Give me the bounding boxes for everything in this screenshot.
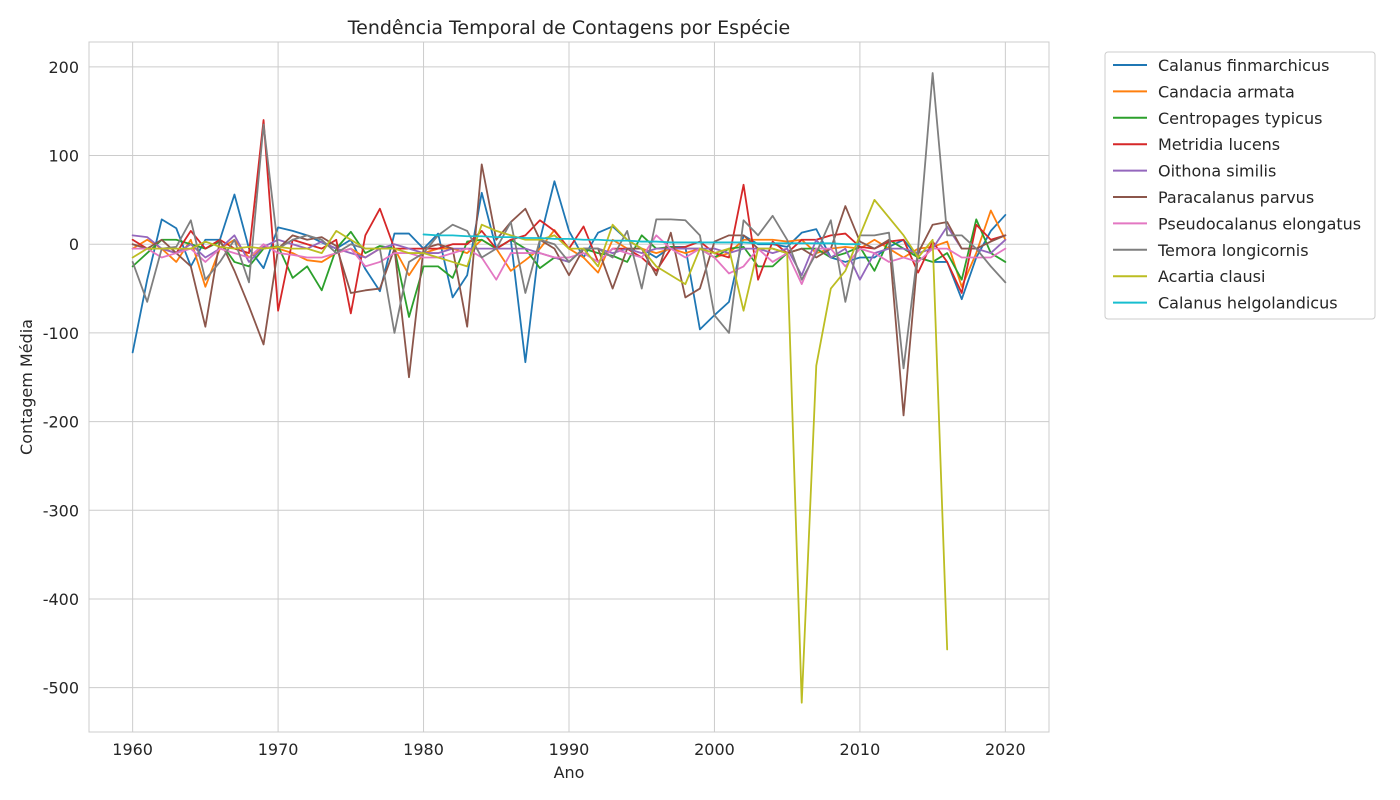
legend-label: Calanus helgolandicus	[1158, 294, 1338, 313]
legend-label: Pseudocalanus elongatus	[1158, 214, 1361, 233]
x-tick-label: 1970	[258, 740, 299, 759]
y-tick-label: -200	[43, 413, 79, 432]
plot-area-frame	[88, 41, 1050, 733]
x-tick-label: 1990	[549, 740, 590, 759]
x-tick-label: 1960	[112, 740, 153, 759]
y-tick-label: 100	[48, 147, 79, 166]
legend: Calanus finmarchicus Candacia armata Centr…	[1104, 51, 1376, 320]
y-tick-label: -500	[43, 679, 79, 698]
legend-label: Oithona similis	[1158, 162, 1276, 181]
x-tick-label: 2000	[694, 740, 735, 759]
legend-label: Calanus finmarchicus	[1158, 56, 1329, 75]
legend-label: Acartia clausi	[1158, 267, 1265, 286]
tick-labels: 1960 1970 1980 1990 2000 2010 2020 200 100 0 -100 -…	[43, 58, 1026, 759]
y-tick-label: -100	[43, 324, 79, 343]
series-line-9	[131, 198, 949, 704]
series-line-7	[131, 234, 1007, 286]
y-tick-label: 0	[69, 235, 79, 254]
chart-title: Tendência Temporal de Contagens por Espé…	[347, 17, 791, 39]
legend-frame	[1104, 51, 1376, 320]
series-layer	[131, 72, 1007, 704]
x-tick-label: 2010	[840, 740, 881, 759]
x-tick-label: 2020	[985, 740, 1026, 759]
series-line-1	[131, 180, 1007, 364]
y-tick-label: 200	[48, 58, 79, 77]
x-axis-title: Ano	[554, 763, 585, 782]
legend-label: Candacia armata	[1158, 82, 1295, 101]
y-tick-label: -300	[43, 501, 79, 520]
y-tick-label: -400	[43, 590, 79, 609]
legend-label: Temora longicornis	[1157, 241, 1309, 260]
series-line-10	[422, 233, 861, 246]
legend-label: Centropages typicus	[1158, 109, 1322, 128]
legend-label: Metridia lucens	[1158, 135, 1280, 154]
legend-label: Paracalanus parvus	[1158, 188, 1314, 207]
y-axis-title: Contagem Média	[17, 319, 36, 455]
x-tick-label: 1980	[403, 740, 444, 759]
